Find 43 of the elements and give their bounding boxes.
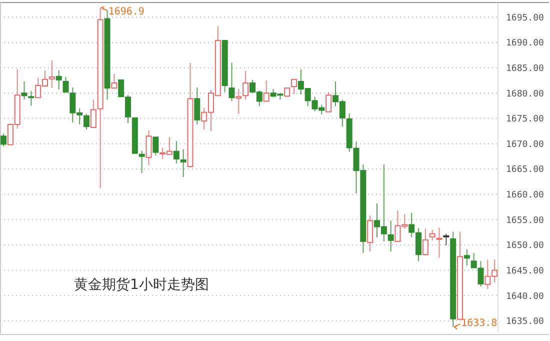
y-tick-label: 1695.00 xyxy=(506,13,544,24)
y-tick-label: 1655.00 xyxy=(506,216,544,226)
candlestick xyxy=(84,113,90,130)
y-tick-label: 1635.00 xyxy=(506,317,544,328)
candlestick xyxy=(0,133,6,147)
y-tick-label: 1680.00 xyxy=(506,89,544,100)
candlestick xyxy=(28,90,34,106)
candlestick xyxy=(464,248,470,266)
candlestick xyxy=(242,70,249,100)
y-tick-label: 1685.00 xyxy=(506,64,544,74)
candlestick xyxy=(228,62,235,102)
annotation: 1696.9 xyxy=(108,6,144,18)
candlestick xyxy=(388,220,394,252)
candlestick xyxy=(90,99,96,128)
candlestick xyxy=(326,92,332,112)
candlestick xyxy=(138,150,145,174)
candlestick xyxy=(429,229,436,241)
candlestick xyxy=(21,80,28,100)
candlestick xyxy=(263,80,270,102)
candlestick xyxy=(173,140,180,164)
candlestick xyxy=(152,136,159,156)
candlestick xyxy=(111,73,118,89)
candlestick xyxy=(436,227,442,258)
candlestick xyxy=(443,233,450,246)
y-tick-label: 1675.00 xyxy=(506,114,544,125)
annotation: 1633.8 xyxy=(461,318,498,329)
candlestick xyxy=(180,148,186,178)
candlestick xyxy=(367,215,374,252)
candlestick xyxy=(194,87,200,125)
y-tick-label: 1640.00 xyxy=(506,292,544,302)
y-tick-label: 1665.00 xyxy=(506,165,544,176)
candlestick xyxy=(146,130,152,166)
text: 黄金期货1小时走势图 xyxy=(74,276,209,294)
y-tick-label: 1645.00 xyxy=(506,266,544,276)
y-tick-label: 1690.00 xyxy=(506,38,544,49)
candlestick xyxy=(56,70,62,90)
y-tick-label: 1670.00 xyxy=(506,140,544,150)
candlestick xyxy=(422,228,428,256)
y-tick-label: 1650.00 xyxy=(506,241,544,252)
candlestick xyxy=(236,88,242,114)
y-tick-label: 1660.00 xyxy=(506,190,544,201)
candlestick xyxy=(62,76,69,93)
candlestick xyxy=(291,78,297,95)
